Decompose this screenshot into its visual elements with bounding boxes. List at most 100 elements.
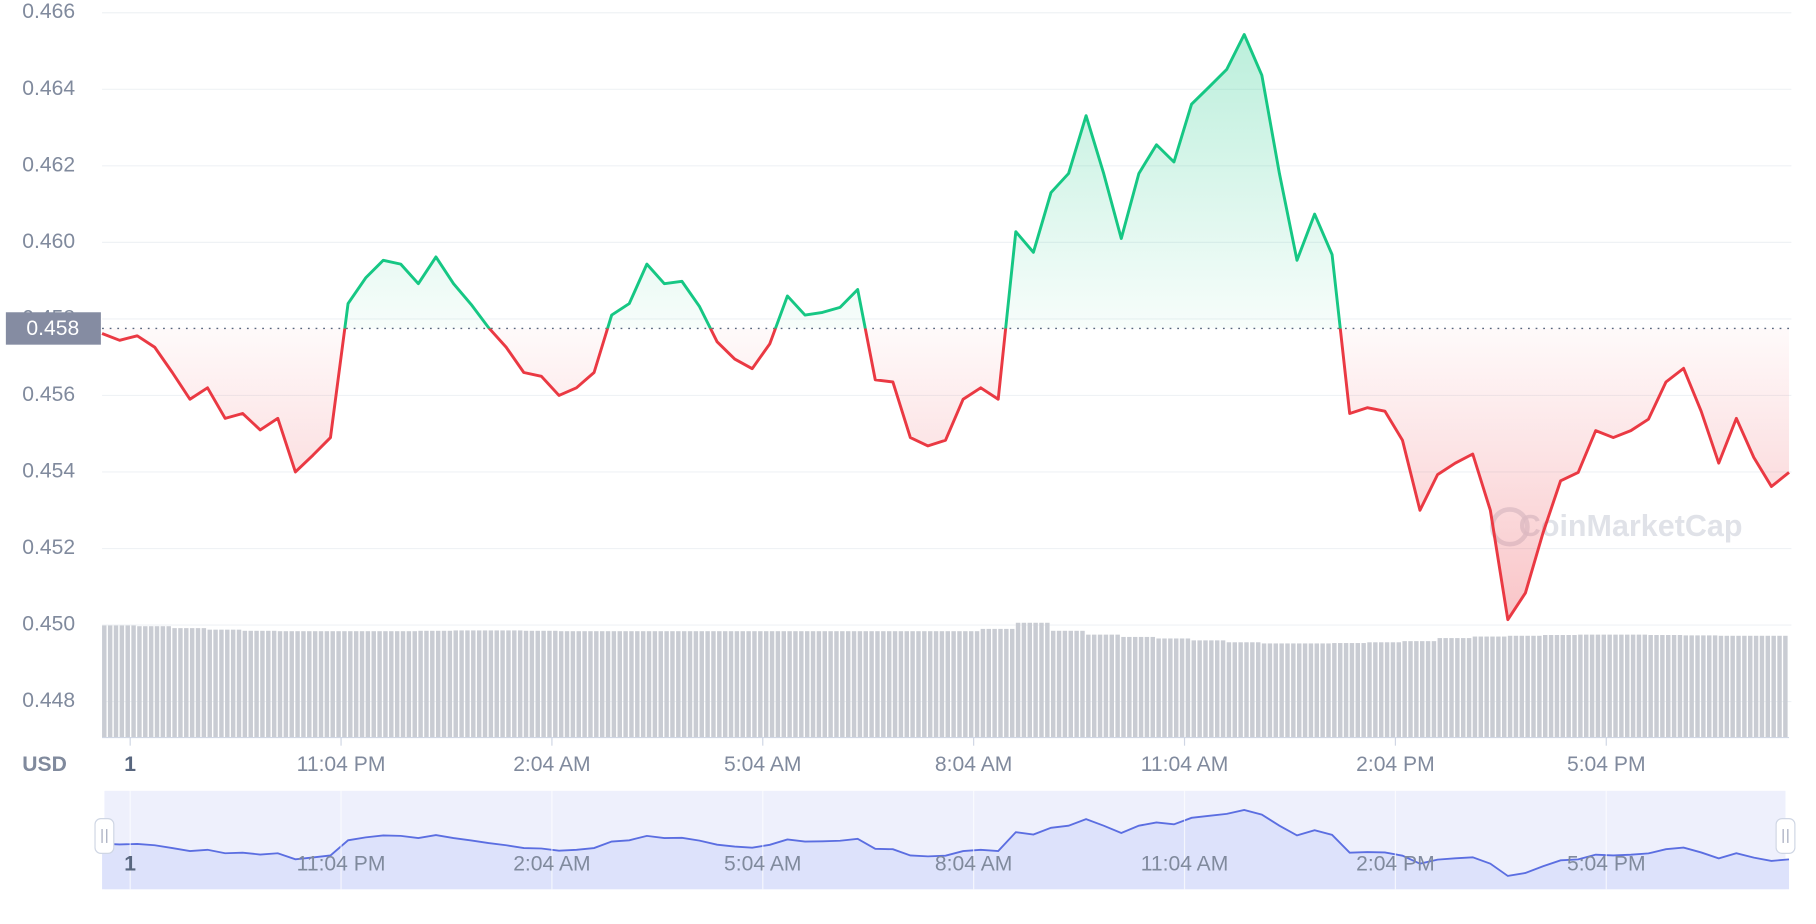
volume-bar [834,631,839,738]
volume-bar [148,626,154,738]
volume-bar [1238,642,1243,738]
volume-bar [119,625,125,738]
volume-bar [412,631,417,738]
volume-bar [904,631,909,738]
volume-bar [1513,635,1519,738]
volume-bar [658,631,663,738]
volume-bar [787,631,792,738]
volume-bar [371,631,376,738]
volume-bar [793,631,798,738]
volume-bar [406,631,412,738]
volume-bar [1455,638,1460,738]
volume-bar [617,631,622,738]
volume-bar [1519,635,1525,738]
volume-bar [1285,643,1290,738]
volume-bar [225,629,230,738]
volume-bar [869,631,874,738]
volume-bar [1625,634,1630,738]
volume-bar [699,631,704,738]
volume-bar [1168,638,1173,738]
volume-bar [1349,643,1355,738]
volume-bar [1361,643,1366,738]
volume-bar [1537,635,1542,738]
volume-bar [1419,641,1425,738]
volume-bar [512,630,517,738]
volume-bar [676,631,681,738]
volume-bar [1273,643,1279,738]
volume-bar [822,631,827,738]
volume-bar [746,631,751,738]
volume-bar [1378,642,1384,738]
volume-bar [1548,635,1554,738]
volume-bar [1402,641,1407,738]
volume-bar [248,630,253,738]
volume-bar [910,631,915,738]
volume-bar [1636,634,1642,738]
volume-bar [1671,635,1677,738]
volume-bar [722,631,728,738]
volume-bar [687,631,693,738]
volume-bar [172,628,177,738]
volume-bar [260,630,265,738]
volume-bar [1209,640,1214,738]
volume-bar [1695,635,1700,738]
volume-bar [195,628,201,738]
volume-bar [1302,643,1308,738]
volume-bar [447,630,453,738]
navigator-handle[interactable] [94,818,115,854]
volume-bar [986,628,991,738]
navigator-tick-label: 2:04 AM [513,853,590,876]
volume-bar [418,630,423,738]
volume-bar [1472,636,1478,738]
volume-bar [1267,643,1273,738]
volume-bar [1496,636,1501,738]
volume-bar [1015,622,1021,738]
volume-bar [1127,636,1132,738]
volume-bar [1525,635,1530,738]
volume-bar [1162,638,1167,738]
volume-bar [1384,642,1390,738]
volume-bar [1103,634,1109,738]
volume-bar [799,631,804,738]
volume-bar [1197,640,1202,738]
volume-bar [1449,638,1454,738]
volume-bar [1701,635,1706,738]
volume-bar [1724,635,1730,738]
volume-bar [1144,636,1150,738]
volume-bar [283,631,289,738]
volume-bar [652,631,658,738]
navigator-tick-label: 1 [124,853,136,876]
volume-bar [424,630,429,738]
volume-bar [377,631,382,738]
navigator-handle[interactable] [1775,818,1796,854]
volume-bar [535,630,540,738]
volume-bar [734,631,740,738]
volume-bar [1009,628,1015,738]
volume-bar [1033,622,1038,738]
volume-bar [365,631,371,738]
volume-bar [1783,635,1788,738]
volume-bar [693,631,699,738]
volume-bar [1490,636,1495,738]
volume-bar [951,631,956,738]
volume-bar [886,631,892,738]
volume-bar [1045,622,1050,738]
volume-bar [646,631,652,738]
volume-bar [1425,641,1431,738]
volume-bar [1566,635,1571,738]
volume-bar [1232,642,1238,738]
volume-bar [1050,630,1056,738]
volume-bar [963,631,968,738]
volume-bar [336,631,341,738]
volume-bar [547,630,552,738]
volume-bar [1660,635,1665,738]
volume-bar [131,625,136,738]
volume-bar [863,631,868,738]
volume-bar [1373,642,1378,738]
navigator-tick-label: 5:04 PM [1567,853,1646,876]
volume-bar [1056,630,1062,738]
volume-bar [916,631,921,738]
volume-bar [353,631,359,738]
navigator-tick-label: 11:04 AM [1141,853,1229,876]
